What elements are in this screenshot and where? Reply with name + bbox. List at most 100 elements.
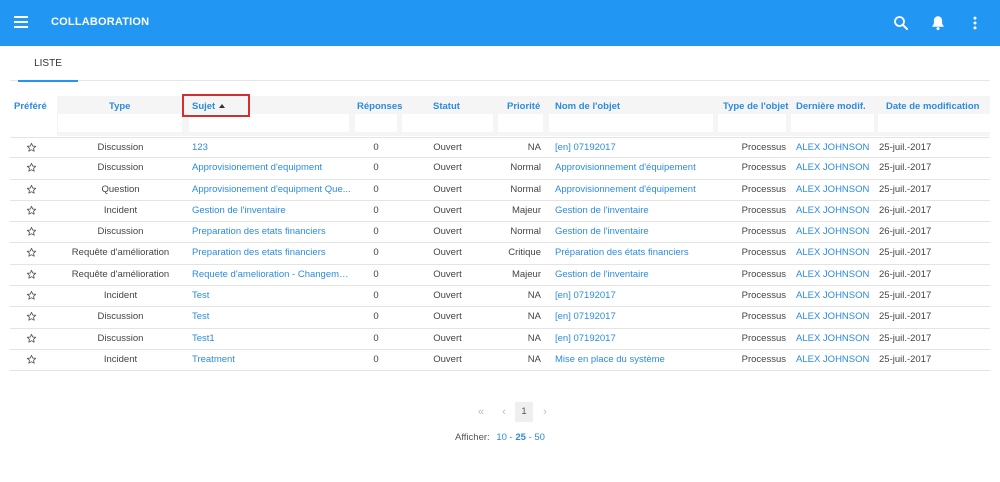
filter-reponses-input[interactable]: [355, 114, 397, 132]
column-header-statut[interactable]: Statut: [433, 101, 460, 112]
page-size-separator: -: [509, 432, 513, 443]
cell-nom-objet-link[interactable]: [en] 07192017: [555, 311, 616, 323]
prev-page-button[interactable]: ‹: [502, 406, 506, 418]
cell-auteur-link[interactable]: ALEX JOHNSON: [796, 183, 870, 195]
star-outline-icon[interactable]: [26, 184, 37, 195]
cell-sujet-link[interactable]: Approvisionement d'equipment: [192, 162, 323, 174]
cell-auteur-link[interactable]: ALEX JOHNSON: [796, 142, 870, 153]
star-outline-icon[interactable]: [26, 354, 37, 365]
filter-derniere-modif-input[interactable]: [791, 114, 874, 132]
page-1-button[interactable]: 1: [515, 402, 533, 422]
search-icon[interactable]: [892, 14, 910, 32]
table-row[interactable]: Discussion Approvisionement d'equipment …: [10, 158, 990, 180]
cell-statut: Ouvert: [433, 247, 462, 259]
star-outline-icon[interactable]: [26, 162, 37, 173]
column-header-type[interactable]: Type: [109, 101, 131, 112]
star-outline-icon[interactable]: [26, 311, 37, 322]
cell-sujet-link[interactable]: Test: [192, 311, 210, 323]
column-header-date-modif[interactable]: Date de modification: [886, 101, 980, 112]
column-header-derniere-modif[interactable]: Dernière modif.: [796, 101, 866, 112]
filter-priorite-input[interactable]: [498, 114, 543, 132]
next-page-button[interactable]: ›: [543, 406, 547, 418]
star-outline-icon[interactable]: [26, 290, 37, 301]
cell-auteur-link[interactable]: ALEX JOHNSON: [796, 226, 870, 238]
cell-sujet-link[interactable]: Requete d'amelioration - Changeme...: [192, 268, 352, 280]
cell-date: 25-juil.-2017: [879, 142, 932, 153]
cell-sujet-link[interactable]: Preparation des etats financiers: [192, 247, 326, 259]
filter-nom-objet-input[interactable]: [549, 114, 713, 132]
cell-nom-objet-link[interactable]: Gestion de l'inventaire: [555, 226, 649, 238]
table-row[interactable]: Question Approvisionement d'equipment Qu…: [10, 180, 990, 201]
cell-nom-objet-link[interactable]: [en] 07192017: [555, 290, 616, 302]
cell-auteur-link[interactable]: ALEX JOHNSON: [796, 247, 870, 259]
page-size-10[interactable]: 10: [496, 432, 507, 443]
cell-nom-objet-link[interactable]: Approvisionnement d'équipement: [555, 183, 696, 195]
cell-sujet-link[interactable]: 123: [192, 142, 208, 153]
star-outline-icon[interactable]: [26, 247, 37, 258]
page-size-25[interactable]: 25: [515, 432, 526, 443]
table-row[interactable]: Discussion Preparation des etats financi…: [10, 222, 990, 244]
cell-priorite: NA: [527, 290, 541, 302]
column-header-sujet[interactable]: Sujet: [192, 101, 226, 112]
cell-date: 25-juil.-2017: [879, 247, 932, 259]
filter-date-modif-input[interactable]: [878, 114, 990, 132]
menu-icon[interactable]: [14, 16, 28, 28]
cell-sujet-link[interactable]: Gestion de l'inventaire: [192, 204, 286, 216]
cell-type: Discussion: [97, 162, 144, 174]
cell-auteur-link[interactable]: ALEX JOHNSON: [796, 268, 870, 280]
cell-nom-objet-link[interactable]: Préparation des états financiers: [555, 247, 689, 259]
star-outline-icon[interactable]: [26, 205, 37, 216]
page-size-50[interactable]: 50: [534, 432, 545, 443]
table-row[interactable]: Requête d'amélioration Requete d'amelior…: [10, 265, 990, 287]
cell-auteur-link[interactable]: ALEX JOHNSON: [796, 290, 870, 302]
cell-nom-objet-link[interactable]: Gestion de l'inventaire: [555, 204, 649, 216]
star-outline-icon[interactable]: [26, 226, 37, 237]
cell-statut: Ouvert: [433, 332, 462, 344]
first-page-button[interactable]: «: [477, 406, 485, 418]
cell-statut: Ouvert: [433, 290, 462, 302]
column-header-prefere[interactable]: Préféré: [14, 101, 47, 112]
cell-auteur-link[interactable]: ALEX JOHNSON: [796, 204, 870, 216]
sort-ascending-icon: [219, 104, 226, 108]
filter-statut-input[interactable]: [402, 114, 493, 132]
cell-type-objet: Processus: [741, 332, 786, 344]
table-row[interactable]: Discussion Test 0 Ouvert NA [en] 0719201…: [10, 307, 990, 329]
cell-sujet-link[interactable]: Test: [192, 290, 210, 302]
cell-nom-objet-link[interactable]: Approvisionnement d'équipement: [555, 162, 696, 174]
bell-icon[interactable]: [929, 14, 947, 32]
star-outline-icon[interactable]: [26, 333, 37, 344]
cell-auteur-link[interactable]: ALEX JOHNSON: [796, 311, 870, 323]
cell-date: 25-juil.-2017: [879, 162, 932, 174]
cell-sujet-link[interactable]: Treatment: [192, 353, 235, 365]
more-vert-icon[interactable]: [966, 14, 984, 32]
cell-auteur-link[interactable]: ALEX JOHNSON: [796, 353, 870, 365]
column-header-nom-objet[interactable]: Nom de l'objet: [555, 101, 621, 112]
star-outline-icon[interactable]: [26, 269, 37, 280]
table-row[interactable]: Requête d'amélioration Preparation des e…: [10, 243, 990, 265]
tab-liste[interactable]: LISTE: [18, 47, 78, 82]
filter-sujet-input[interactable]: [189, 114, 349, 132]
cell-sujet-link[interactable]: Approvisionement d'equipment Que...: [192, 183, 351, 195]
cell-auteur-link[interactable]: ALEX JOHNSON: [796, 332, 870, 344]
filter-type-input[interactable]: [58, 114, 182, 132]
cell-sujet-link[interactable]: Test1: [192, 332, 215, 344]
cell-nom-objet-link[interactable]: Mise en place du système: [555, 353, 665, 365]
column-header-priorite[interactable]: Priorité: [507, 101, 541, 112]
cell-sujet-link[interactable]: Preparation des etats financiers: [192, 226, 326, 238]
column-header-reponses[interactable]: Réponses: [357, 101, 403, 112]
cell-nom-objet-link[interactable]: [en] 07192017: [555, 142, 616, 153]
filter-type-objet-input[interactable]: [718, 114, 786, 132]
star-outline-icon[interactable]: [26, 142, 37, 153]
table-row[interactable]: Incident Gestion de l'inventaire 0 Ouver…: [10, 201, 990, 223]
table-row[interactable]: Discussion Test1 0 Ouvert NA [en] 071920…: [10, 329, 990, 350]
cell-date: 25-juil.-2017: [879, 332, 932, 344]
cell-nom-objet-link[interactable]: Gestion de l'inventaire: [555, 268, 649, 280]
cell-auteur-link[interactable]: ALEX JOHNSON: [796, 162, 870, 174]
table-row[interactable]: Discussion 123 0 Ouvert NA [en] 07192017…: [10, 137, 990, 159]
cell-date: 25-juil.-2017: [879, 183, 932, 195]
column-header-type-objet[interactable]: Type de l'objet: [723, 101, 789, 112]
table-row[interactable]: Incident Test 0 Ouvert NA [en] 07192017 …: [10, 286, 990, 308]
cell-statut: Ouvert: [433, 353, 462, 365]
table-row[interactable]: Incident Treatment 0 Ouvert NA Mise en p…: [10, 350, 990, 372]
cell-nom-objet-link[interactable]: [en] 07192017: [555, 332, 616, 344]
